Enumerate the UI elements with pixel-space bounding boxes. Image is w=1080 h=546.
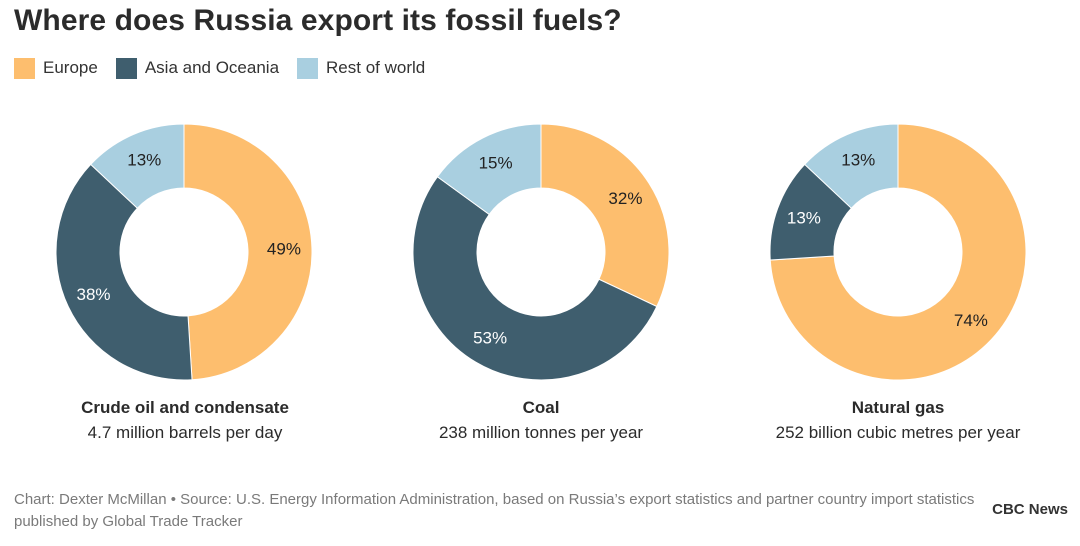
legend-item-asia-oceania: Asia and Oceania — [115, 57, 280, 79]
donut-label-coal-asia-oceania: 53% — [473, 329, 507, 348]
donut-subtitle-crude-oil: 4.7 million barrels per day — [87, 423, 283, 442]
legend: Europe Asia and Oceania Rest of world — [14, 56, 443, 80]
donut-label-crude-oil-europe: 49% — [267, 239, 301, 258]
legend-swatch-rest-of-world — [297, 57, 319, 79]
donut-slice-crude-oil-europe — [183, 123, 313, 381]
legend-label-rest-of-world: Rest of world — [326, 58, 426, 77]
legend-swatch-europe — [14, 57, 35, 79]
legend-item-europe: Europe — [14, 57, 98, 79]
donut-title-coal: Coal — [522, 398, 560, 417]
brand-logo-text: CBC News — [992, 501, 1068, 518]
donut-label-coal-europe: 32% — [608, 189, 642, 208]
donut-label-crude-oil-asia-oceania: 38% — [77, 285, 111, 304]
source-credit: Chart: Dexter McMillan • Source: U.S. En… — [14, 491, 975, 530]
legend-swatch-asia-oceania — [115, 57, 137, 79]
legend-item-rest-of-world: Rest of world — [297, 57, 426, 79]
donut-slice-coal-rest-of-world — [436, 123, 542, 216]
legend-label-asia-oceania: Asia and Oceania — [144, 58, 280, 77]
donut-subtitle-natural-gas: 252 billion cubic metres per year — [775, 423, 1021, 442]
donut-slice-natural-gas-europe — [769, 123, 1027, 381]
donut-slice-crude-oil-rest-of-world — [89, 123, 185, 209]
donut-title-crude-oil: Crude oil and condensate — [81, 398, 289, 417]
donut-label-natural-gas-europe: 74% — [954, 311, 988, 330]
donut-slice-coal-asia-oceania — [412, 176, 658, 381]
chart-title: Where does Russia export its fossil fuel… — [14, 4, 622, 37]
donut-slice-crude-oil-asia-oceania — [55, 163, 193, 381]
donut-label-crude-oil-rest-of-world: 13% — [127, 151, 161, 170]
donut-title-natural-gas: Natural gas — [851, 398, 945, 417]
donut-subtitle-coal: 238 million tonnes per year — [438, 423, 644, 442]
donut-label-coal-rest-of-world: 15% — [479, 153, 513, 172]
donut-label-natural-gas-asia-oceania: 13% — [787, 209, 821, 228]
donut-slice-coal-europe — [540, 123, 670, 308]
donut-label-natural-gas-rest-of-world: 13% — [841, 151, 875, 170]
legend-label-europe: Europe — [43, 58, 98, 77]
donut-slice-natural-gas-rest-of-world — [803, 123, 899, 209]
